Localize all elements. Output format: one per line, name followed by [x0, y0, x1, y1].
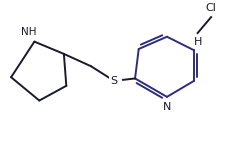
Text: H: H [193, 37, 202, 47]
Text: Cl: Cl [206, 3, 217, 13]
Text: S: S [111, 76, 118, 86]
Text: NH: NH [21, 27, 36, 37]
Text: N: N [163, 102, 171, 112]
